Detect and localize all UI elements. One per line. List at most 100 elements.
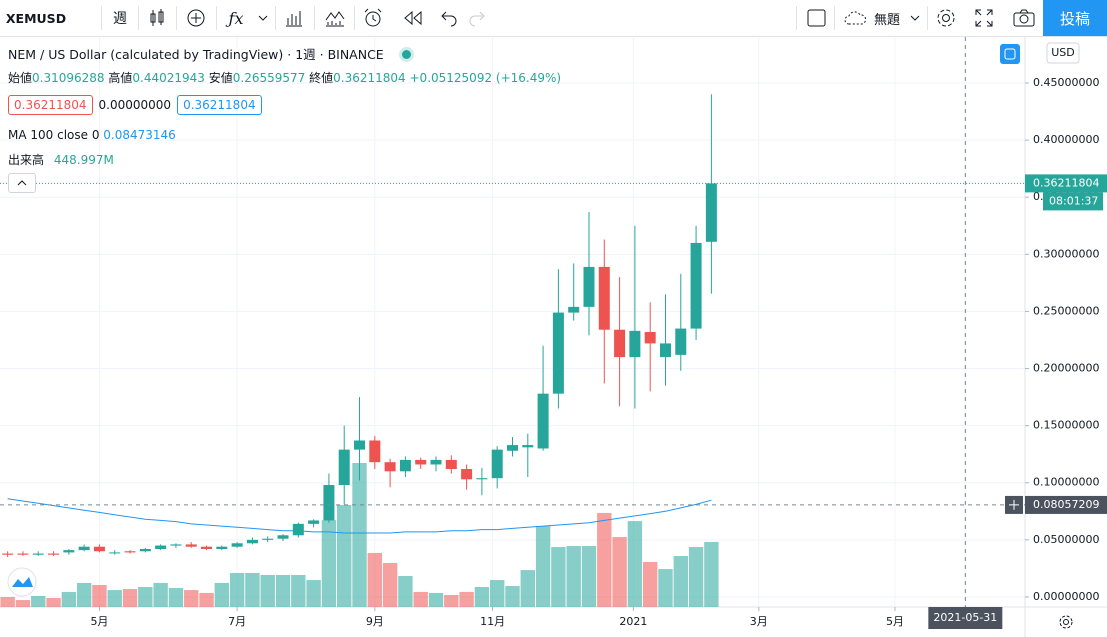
undo-icon[interactable] [440, 8, 458, 28]
layout-icon[interactable] [806, 8, 828, 28]
volume-bar [535, 526, 551, 607]
currency-box[interactable] [1046, 42, 1080, 64]
volume-bar [229, 572, 245, 607]
separator [927, 6, 928, 30]
settings-icon[interactable] [935, 7, 957, 29]
crosshair-price-box [1025, 495, 1107, 514]
candle-body [522, 445, 534, 448]
volume-bar [597, 512, 612, 607]
candle-body [507, 445, 518, 451]
volume-bar [612, 537, 627, 607]
volume-row: 出来高 448.997M [8, 151, 114, 168]
compare-icon[interactable] [186, 8, 206, 28]
candle-body [170, 544, 182, 546]
volume-bar [673, 556, 688, 607]
volume-bar [688, 547, 704, 607]
interval[interactable]: 週 [113, 11, 127, 27]
volume-bar [153, 582, 168, 607]
y-tick-label: 0.45000000 [1033, 76, 1099, 89]
x-tick-label: 5月 [90, 615, 108, 628]
publish-button[interactable]: 投稿 [1043, 0, 1107, 36]
ma-row: MA 100 close 0 0.08473146 [8, 128, 176, 142]
volume-bar [138, 587, 153, 607]
candle-body [17, 553, 29, 555]
candle-body [246, 539, 258, 544]
volume-bar [428, 592, 444, 607]
volume-label: 出来高 [8, 153, 45, 167]
replay-icon[interactable] [402, 8, 424, 28]
candle-body [231, 543, 243, 547]
y-tick-label: 0.05000000 [1033, 533, 1099, 546]
status-dot [401, 50, 411, 59]
fullscreen-icon[interactable] [974, 8, 994, 28]
crosshair-date-box [928, 607, 1003, 629]
countdown: 08:01:37 [1049, 194, 1098, 207]
volume-bar [107, 590, 122, 607]
close-value: 0.36211804 [333, 71, 406, 85]
candle-body [124, 551, 136, 553]
ma-value: 0.08473146 [103, 128, 176, 142]
candle-body [430, 459, 442, 465]
volume-bar [214, 582, 230, 607]
volume-bar [122, 589, 138, 607]
redo-icon[interactable] [468, 8, 486, 28]
sell-box[interactable]: 0.36211804 [8, 95, 93, 115]
volume-bar [46, 598, 61, 607]
volume-bar [413, 591, 428, 607]
volume-bar [31, 595, 46, 607]
volume-bar [520, 570, 535, 607]
volume-bar [474, 587, 490, 607]
countdown-box [1043, 192, 1103, 211]
volume-bar [168, 588, 184, 607]
last-price-label: 0.36211804 [1033, 176, 1099, 189]
candle-body [690, 242, 702, 329]
candle-body [369, 440, 381, 463]
dropdown-icon[interactable] [910, 13, 920, 23]
volume-bar [306, 580, 321, 607]
candle-body [109, 552, 121, 554]
legend-title-row: NEM / US Dollar (calculated by TradingVi… [8, 44, 411, 63]
candle-body [32, 553, 44, 555]
volume-bar [61, 591, 77, 607]
collapse-button[interactable] [8, 173, 36, 193]
dropdown-icon[interactable] [258, 13, 268, 23]
volume-bar [199, 592, 214, 607]
symbol[interactable]: XEMUSD [5, 10, 67, 26]
templates-icon[interactable] [324, 8, 346, 28]
candle-body [598, 266, 610, 330]
volume-bar [245, 572, 260, 607]
high-label: 高値 [108, 71, 133, 85]
indicators-icon[interactable]: ƒx [228, 8, 244, 28]
separator [275, 6, 276, 30]
cloud-icon[interactable] [842, 8, 870, 28]
logo[interactable] [7, 567, 37, 597]
snapshot-icon[interactable] [1012, 8, 1036, 28]
ohlc-row: 始値0.31096288 高値0.44021943 安値0.26559577 終… [8, 69, 561, 86]
candle-body [262, 538, 274, 540]
candle-body [139, 548, 151, 552]
separator [176, 6, 177, 30]
candle-body [568, 306, 580, 313]
settings-gear[interactable] [1059, 615, 1073, 629]
volume-bar [704, 541, 719, 607]
layout-name[interactable]: 無題 [873, 12, 900, 28]
volume-bar [398, 575, 413, 607]
last-price-box [1025, 174, 1107, 193]
volume-bar [0, 597, 15, 607]
add-icon [1009, 499, 1019, 510]
chart-type-icon[interactable] [147, 8, 167, 28]
alert-icon[interactable] [362, 7, 384, 29]
candle-body [659, 343, 671, 358]
auto-scale-button[interactable] [1000, 44, 1020, 64]
financials-icon[interactable] [284, 8, 304, 28]
candle-body [338, 449, 350, 486]
y-tick-label: 0.00000000 [1033, 590, 1099, 603]
open-label: 始値 [8, 71, 33, 85]
separator [216, 6, 217, 30]
volume-bar [337, 505, 352, 607]
candle-body [384, 462, 396, 472]
volume-bar [627, 521, 643, 607]
candle-body [552, 312, 564, 394]
buy-box[interactable]: 0.36211804 [177, 95, 262, 115]
y-tick-label: 0.40000000 [1033, 133, 1099, 146]
